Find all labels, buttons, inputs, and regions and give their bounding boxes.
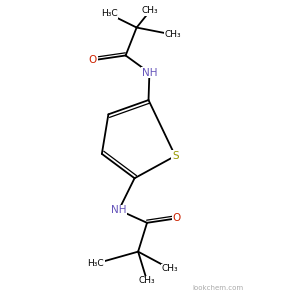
Text: CH₃: CH₃	[142, 6, 158, 15]
Text: O: O	[89, 55, 97, 65]
Text: CH₃: CH₃	[162, 264, 178, 273]
Text: NH: NH	[142, 68, 157, 78]
Text: H₃C: H₃C	[101, 9, 117, 18]
Text: CH₃: CH₃	[139, 276, 155, 285]
Text: S: S	[172, 151, 178, 161]
Text: lookchem.com: lookchem.com	[193, 285, 244, 291]
Text: NH: NH	[111, 205, 127, 215]
Text: CH₃: CH₃	[165, 30, 181, 39]
Text: H₃C: H₃C	[88, 259, 104, 268]
Text: O: O	[172, 213, 181, 224]
